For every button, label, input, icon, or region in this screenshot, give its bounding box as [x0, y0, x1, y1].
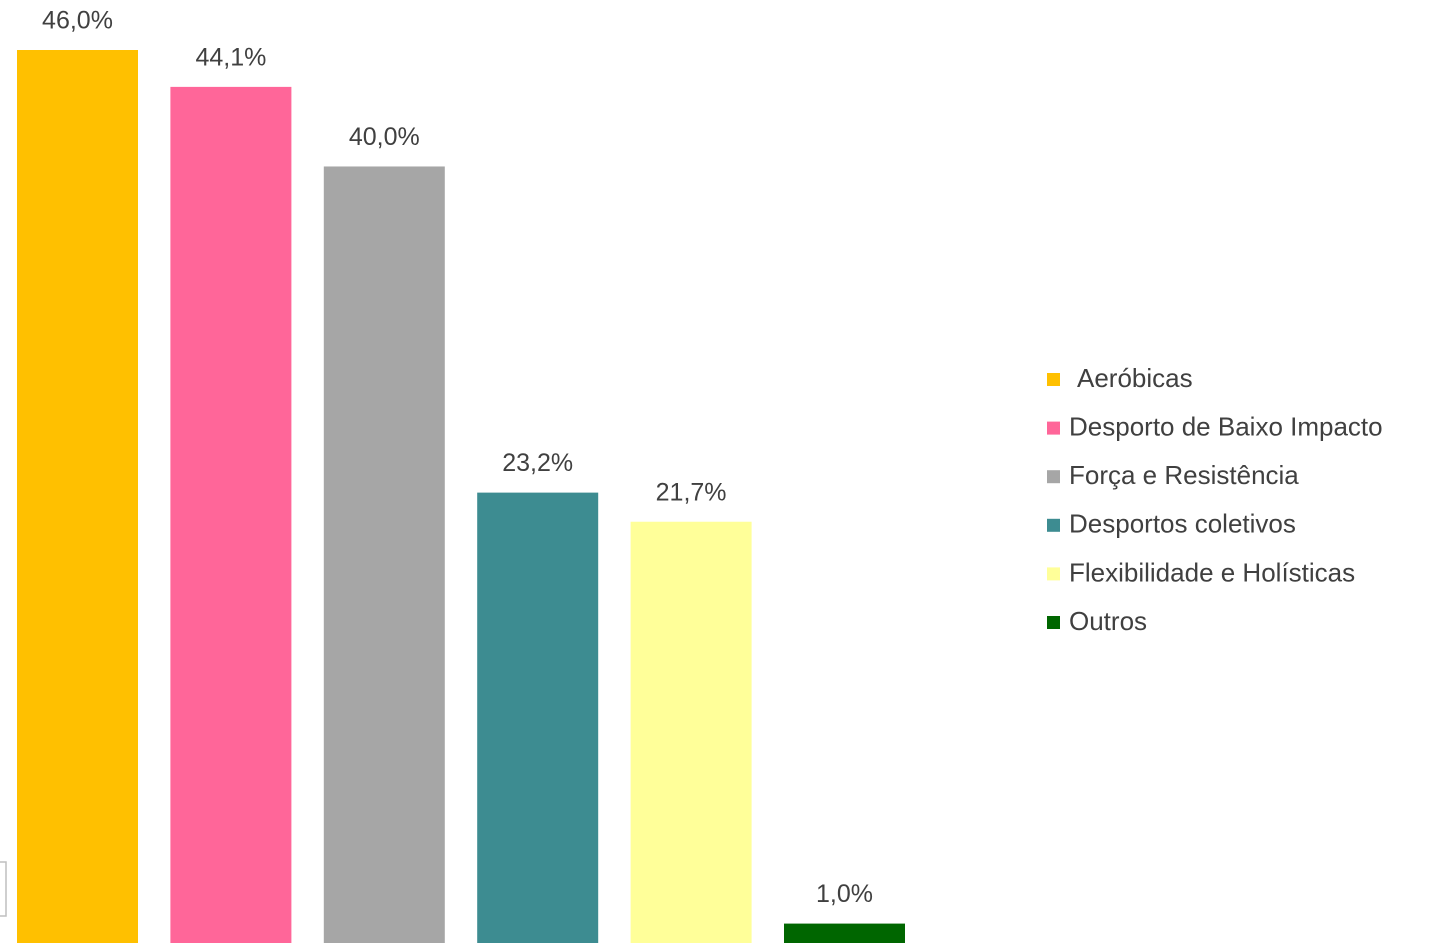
bar	[477, 492, 599, 943]
legend-swatch	[1047, 421, 1060, 435]
value-label: 46,0%	[42, 7, 113, 35]
value-label: 44,1%	[195, 43, 266, 71]
value-label: 40,0%	[349, 123, 420, 151]
legend-swatch	[1047, 470, 1060, 484]
value-label: 1,0%	[816, 880, 873, 908]
frame-edge	[0, 861, 7, 917]
legend-label: Outros	[1069, 606, 1147, 636]
legend-swatch	[1047, 567, 1060, 581]
bar	[170, 86, 292, 943]
bar	[17, 50, 138, 943]
legend-label: Aeróbicas	[1077, 363, 1193, 393]
legend-label: Desportos coletivos	[1069, 509, 1296, 539]
value-label: 21,7%	[656, 478, 727, 506]
legend-label: Força e Resistência	[1069, 460, 1299, 490]
bar	[630, 521, 752, 943]
legend-swatch	[1047, 616, 1060, 629]
value-label: 23,2%	[502, 449, 573, 477]
legend-swatch	[1047, 518, 1060, 532]
legend-label: Desporto de Baixo Impacto	[1069, 411, 1383, 441]
legend-swatch	[1047, 373, 1060, 386]
legend-label: Flexibilidade e Holísticas	[1069, 557, 1355, 587]
bar	[323, 166, 445, 943]
bar	[784, 923, 905, 943]
